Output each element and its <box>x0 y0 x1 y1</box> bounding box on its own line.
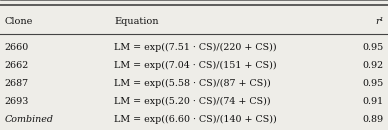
Text: LM = exp((5.58 · CS)/(87 + CS)): LM = exp((5.58 · CS)/(87 + CS)) <box>114 79 271 88</box>
Text: 0.91: 0.91 <box>362 97 383 106</box>
Text: LM = exp((7.04 · CS)/(151 + CS)): LM = exp((7.04 · CS)/(151 + CS)) <box>114 61 277 70</box>
Text: Combined: Combined <box>5 115 54 124</box>
Text: 2693: 2693 <box>5 97 29 106</box>
Text: 2687: 2687 <box>5 79 29 88</box>
Text: LM = exp((6.60 · CS)/(140 + CS)): LM = exp((6.60 · CS)/(140 + CS)) <box>114 115 277 124</box>
Text: LM = exp((7.51 · CS)/(220 + CS)): LM = exp((7.51 · CS)/(220 + CS)) <box>114 43 277 52</box>
Text: 0.92: 0.92 <box>362 61 383 70</box>
Text: Equation: Equation <box>114 17 159 26</box>
Text: LM = exp((5.20 · CS)/(74 + CS)): LM = exp((5.20 · CS)/(74 + CS)) <box>114 97 271 106</box>
Text: 2660: 2660 <box>5 43 29 52</box>
Text: r¹: r¹ <box>375 17 383 26</box>
Text: 0.95: 0.95 <box>362 79 383 88</box>
Text: Clone: Clone <box>5 17 33 26</box>
Text: 0.95: 0.95 <box>362 43 383 52</box>
Text: 0.89: 0.89 <box>362 115 383 124</box>
Text: 2662: 2662 <box>5 61 29 70</box>
